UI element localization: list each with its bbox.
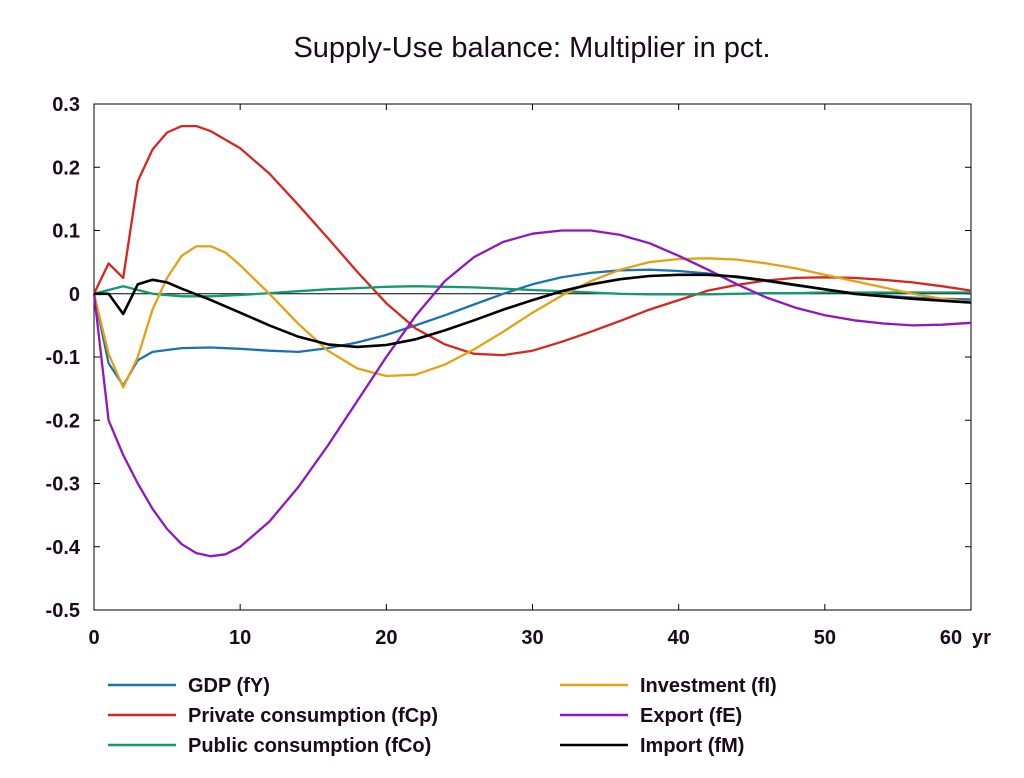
series-line-private-consumption-fcp [92, 124, 972, 357]
legend-label: GDP (fY) [188, 675, 270, 697]
legend-entry-private-consumption-fcp: Private consumption (fCp) [108, 705, 438, 727]
series-line-import-fm [94, 273, 972, 349]
legend-entry-export-fe: Export (fE) [560, 705, 742, 727]
y-axis: 0.3 0.2 0.1 0 -0.1 -0.2 -0.3 -0.4 -0.5 [46, 94, 971, 622]
y-tick-label: -0.5 [46, 600, 80, 622]
plot-area-border [93, 103, 972, 611]
x-axis: 0 10 20 30 40 50 60 yr [88, 104, 991, 649]
y-tick-label: 0.1 [52, 221, 80, 243]
x-tick-label: 10 [229, 627, 251, 649]
x-tick-label: 0 [88, 627, 99, 649]
series-line-public-consumption-fco [93, 285, 971, 298]
x-tick-label: 60 [940, 627, 962, 649]
series-line-export-fe [92, 229, 972, 558]
x-unit-label: yr [972, 627, 991, 649]
series-layer [92, 124, 972, 558]
series-line-investment-fi [92, 245, 972, 389]
legend-label: Investment (fI) [640, 675, 777, 697]
x-tick-label: 50 [814, 627, 836, 649]
legend-label: Private consumption (fCp) [188, 705, 438, 727]
x-tick-label: 40 [668, 627, 690, 649]
legend-entry-gdp-fy: GDP (fY) [108, 675, 270, 697]
legend-label: Public consumption (fCo) [188, 735, 431, 757]
chart-title: Supply-Use balance: Multiplier in pct. [293, 32, 771, 64]
legend-label: Export (fE) [640, 705, 742, 727]
legend: GDP (fY) Private consumption (fCp) Public … [108, 675, 777, 757]
x-tick-label: 30 [521, 627, 543, 649]
y-tick-label: 0 [69, 284, 80, 306]
y-tick-label: -0.2 [46, 410, 80, 432]
legend-entry-investment-fi: Investment (fI) [560, 675, 777, 697]
y-tick-label: 0.3 [52, 94, 80, 116]
series-line-gdp-fy [92, 268, 972, 387]
x-tick-label: 20 [375, 627, 397, 649]
legend-entry-public-consumption-fco: Public consumption (fCo) [108, 735, 431, 757]
y-tick-label: 0.2 [52, 157, 80, 179]
y-tick-label: -0.4 [46, 537, 81, 559]
legend-label: Import (fM) [640, 735, 744, 757]
y-tick-label: -0.3 [46, 474, 80, 496]
y-tick-label: -0.1 [46, 347, 80, 369]
legend-entry-import-fm: Import (fM) [560, 735, 744, 757]
